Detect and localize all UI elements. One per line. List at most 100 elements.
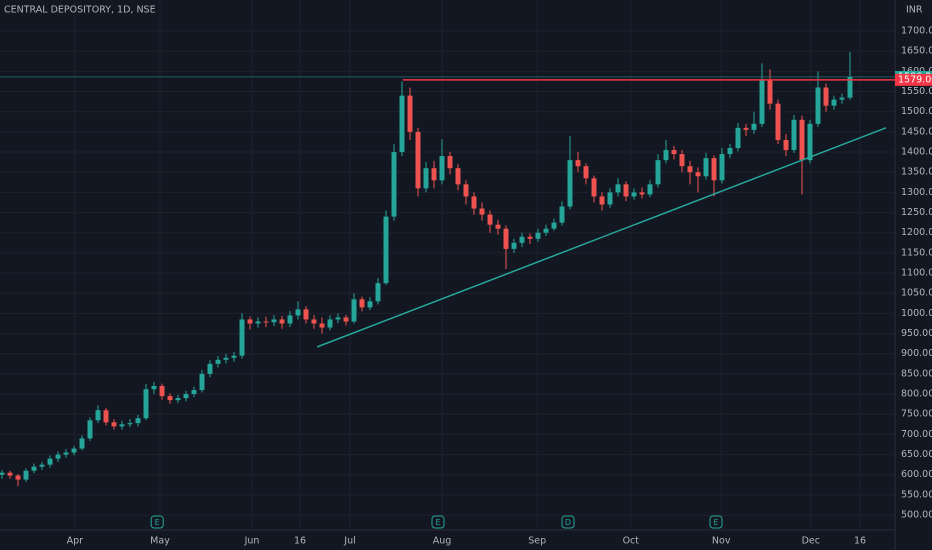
candle-body <box>767 79 773 104</box>
x-tick-label: Apr <box>67 536 84 547</box>
candle-body <box>543 228 549 233</box>
candle-body <box>423 168 429 189</box>
candle-body <box>231 355 237 358</box>
candle-body <box>351 299 357 322</box>
candle-body <box>311 319 317 324</box>
chart-title: CENTRAL DEPOSITORY, 1D, NSE <box>4 5 156 16</box>
candle-body <box>71 448 77 453</box>
y-tick-label: 1500.00 <box>901 106 932 117</box>
candle-body <box>703 158 709 177</box>
candle-body <box>263 321 269 323</box>
candle-body <box>327 319 333 328</box>
y-tick-label: 1100.00 <box>901 268 932 279</box>
candle-body <box>383 216 389 284</box>
candle-body <box>623 184 629 197</box>
y-tick-label: 900.00 <box>901 348 932 359</box>
candle-body <box>735 127 741 149</box>
candle-body <box>719 154 725 181</box>
candle-body <box>743 127 749 130</box>
candle-body <box>303 309 309 320</box>
candle-body <box>559 206 565 223</box>
y-tick-label: 1650.00 <box>901 46 932 57</box>
candle-body <box>319 323 325 328</box>
y-tick-label: 700.00 <box>901 429 932 440</box>
y-tick-label: 850.00 <box>901 368 932 379</box>
candle-body <box>151 386 157 390</box>
y-tick-label: 1550.00 <box>901 86 932 97</box>
candle-body <box>751 123 757 130</box>
candle-body <box>535 232 541 239</box>
candle-body <box>519 236 525 243</box>
y-tick-label: 750.00 <box>901 409 932 420</box>
candle-body <box>375 283 381 302</box>
candle-body <box>439 156 445 181</box>
candle-body <box>591 178 597 197</box>
candle-body <box>135 418 141 424</box>
candle-body <box>727 148 733 155</box>
price-label: 1579.00 <box>898 74 932 85</box>
event-marker <box>709 515 723 529</box>
candle-body <box>167 396 173 401</box>
x-tick-label: Jun <box>244 536 260 547</box>
y-tick-label: 650.00 <box>901 449 932 460</box>
candle-body <box>279 319 285 324</box>
candle-body <box>359 299 365 308</box>
candle-body <box>79 438 85 449</box>
candle-body <box>647 184 653 195</box>
candle-body <box>495 224 501 229</box>
y-tick-label: 500.00 <box>901 510 932 521</box>
y-tick-label: 1150.00 <box>901 247 932 258</box>
candle-body <box>447 156 453 169</box>
candle-body <box>159 386 165 397</box>
candle-body <box>127 423 133 425</box>
candle-body <box>551 222 557 229</box>
candle-body <box>23 470 29 480</box>
candle-body <box>367 301 373 308</box>
candle-body <box>479 208 485 215</box>
candle-body <box>111 422 117 427</box>
candle-body <box>775 103 781 140</box>
candle-body <box>687 166 693 173</box>
candle-body <box>679 154 685 167</box>
candle-body <box>63 452 69 455</box>
candle-body <box>663 150 669 161</box>
candle-body <box>239 319 245 356</box>
candle-body <box>39 464 45 467</box>
candle-body <box>0 472 5 475</box>
candle-body <box>671 150 677 155</box>
x-tick-label: 16 <box>854 536 866 547</box>
candle-body <box>199 373 205 391</box>
y-tick-label: 1400.00 <box>901 147 932 158</box>
candle-body <box>471 196 477 209</box>
candle-body <box>831 99 837 106</box>
candle-body <box>567 160 573 207</box>
candle-body <box>191 390 197 395</box>
candle-body <box>695 172 701 177</box>
candle-body <box>503 228 509 249</box>
candle-body <box>583 166 589 179</box>
candle-body <box>391 152 397 217</box>
candle-body <box>607 192 613 205</box>
candle-body <box>295 309 301 316</box>
x-tick-label: 16 <box>294 536 306 547</box>
candle-body <box>599 196 605 205</box>
trendline <box>316 127 887 348</box>
event-label: E <box>155 518 160 527</box>
candle-body <box>655 160 661 185</box>
candle-body <box>223 357 229 360</box>
candle-body <box>815 87 821 124</box>
candle-body <box>487 214 493 225</box>
y-tick-label: 1350.00 <box>901 167 932 178</box>
y-tick-label: 800.00 <box>901 389 932 400</box>
y-tick-label: 1300.00 <box>901 187 932 198</box>
candle-body <box>55 454 61 459</box>
candle-body <box>255 321 261 324</box>
candle-body <box>271 319 277 323</box>
candle-body <box>407 95 413 132</box>
y-tick-label: 1200.00 <box>901 227 932 238</box>
x-tick-label: Aug <box>433 536 452 547</box>
candle-body <box>527 236 533 239</box>
y-tick-label: 1700.00 <box>901 26 932 37</box>
event-marker <box>431 515 445 529</box>
